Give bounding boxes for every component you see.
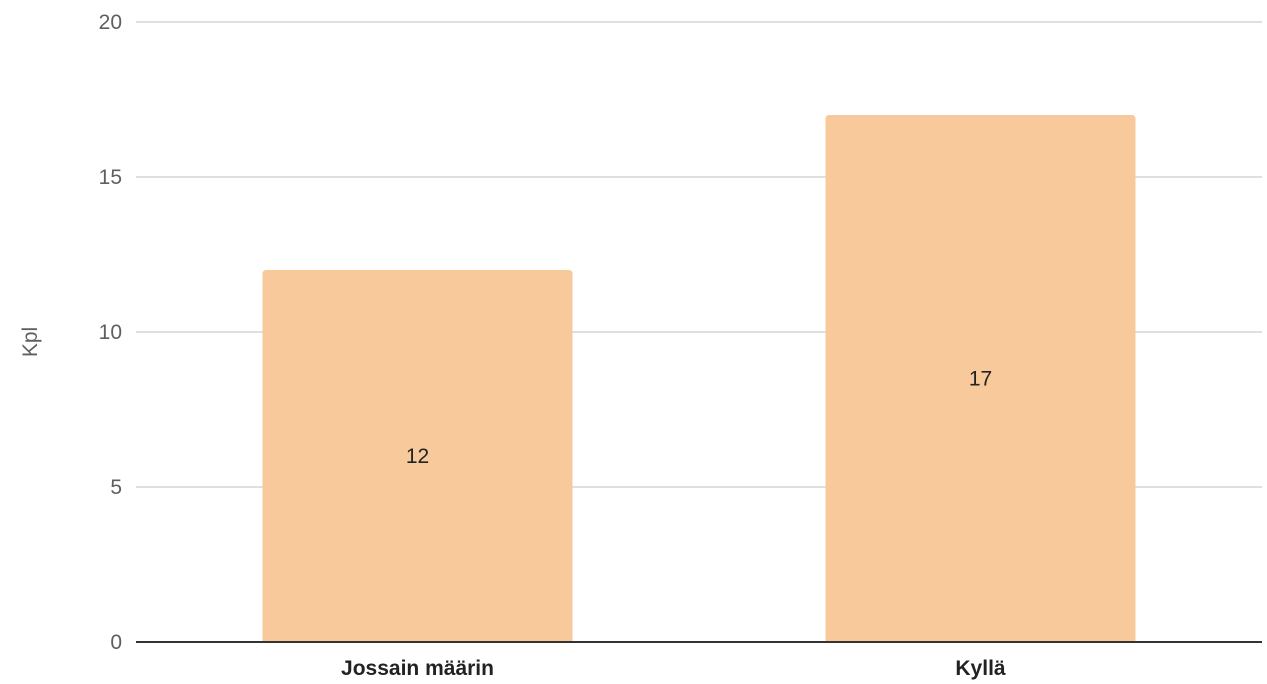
y-axis-ticks: 0 5 10 15 20 xyxy=(99,11,122,654)
y-tick-label: 0 xyxy=(110,631,122,654)
x-axis-categories: Jossain määrin Kyllä xyxy=(341,657,1006,680)
bar-1 xyxy=(262,270,573,642)
bar-data-label: 12 xyxy=(406,445,429,468)
bar-data-label: 17 xyxy=(969,368,992,391)
bar-2 xyxy=(825,115,1136,642)
x-category-label: Kyllä xyxy=(955,657,1006,680)
x-category-label: Jossain määrin xyxy=(341,657,494,680)
y-tick-label: 20 xyxy=(99,11,122,34)
bars xyxy=(262,115,1136,642)
y-tick-label: 5 xyxy=(110,476,122,499)
data-labels: 12 17 xyxy=(406,368,992,469)
y-tick-label: 15 xyxy=(99,166,122,189)
y-axis-title: Kpl xyxy=(19,327,42,357)
y-tick-label: 10 xyxy=(99,321,122,344)
